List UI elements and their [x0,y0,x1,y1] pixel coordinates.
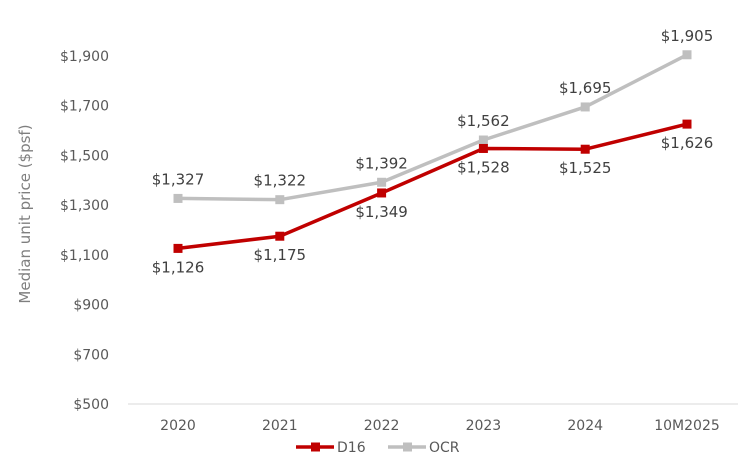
data-labels: $1,126 $1,175 $1,349 $1,528 $1,525 $1,626 $1,3… [152,27,714,277]
data-label-d16: $1,126 [152,258,205,276]
legend-label-d16: D16 [337,440,366,456]
y-tick-label: $1,100 [60,248,109,264]
series-line-d16 [176,122,689,251]
legend-marker-ocr [403,442,412,452]
marker-ocr [478,135,488,145]
x-tick-label: 10M2025 [654,418,720,434]
marker-d16 [478,143,488,153]
y-tick-label: $1,500 [60,148,109,164]
data-label-ocr: $1,695 [559,79,612,97]
y-tick-label: $1,700 [60,99,109,115]
y-tick-label: $900 [73,298,109,314]
data-label-d16: $1,528 [457,158,510,176]
data-label-d16: $1,175 [254,246,307,264]
y-axis-title: Median unit price ($psf) [16,124,34,303]
data-label-ocr: $1,392 [355,154,408,172]
data-label-d16: $1,626 [661,134,714,152]
marker-ocr [275,195,285,205]
legend-label-ocr: OCR [429,440,460,456]
y-tick-label: $1,300 [60,198,109,214]
data-label-d16: $1,525 [559,159,612,177]
x-tick-label: 2023 [466,418,502,434]
marker-ocr [377,177,387,187]
marker-ocr [682,50,692,60]
data-label-ocr: $1,562 [457,112,510,130]
data-label-ocr: $1,905 [661,27,714,45]
x-axis: 2020 2021 2022 2023 2024 10M2025 [160,418,720,434]
marker-d16 [580,144,590,154]
legend: D16 OCR [296,440,460,456]
y-tick-label: $500 [73,397,109,413]
x-tick-label: 2024 [567,418,603,434]
data-label-ocr: $1,327 [152,170,205,188]
marker-d16 [682,119,692,129]
legend-marker-d16 [311,442,320,452]
y-axis: $500 $700 $900 $1,100 $1,300 $1,500 $1,700 $1,9… [60,49,109,413]
x-tick-label: 2021 [262,418,298,434]
data-label-d16: $1,349 [355,203,408,221]
y-tick-label: $1,900 [60,49,109,65]
marker-d16 [173,243,183,253]
marker-ocr [173,193,183,203]
marker-d16 [275,231,285,241]
series-line-ocr [176,53,689,202]
series-layer [173,50,692,253]
data-label-ocr: $1,322 [254,172,307,190]
marker-d16 [377,188,387,198]
marker-ocr [580,102,590,112]
x-tick-label: 2022 [364,418,400,434]
y-tick-label: $700 [73,347,109,363]
x-tick-label: 2020 [160,418,196,434]
